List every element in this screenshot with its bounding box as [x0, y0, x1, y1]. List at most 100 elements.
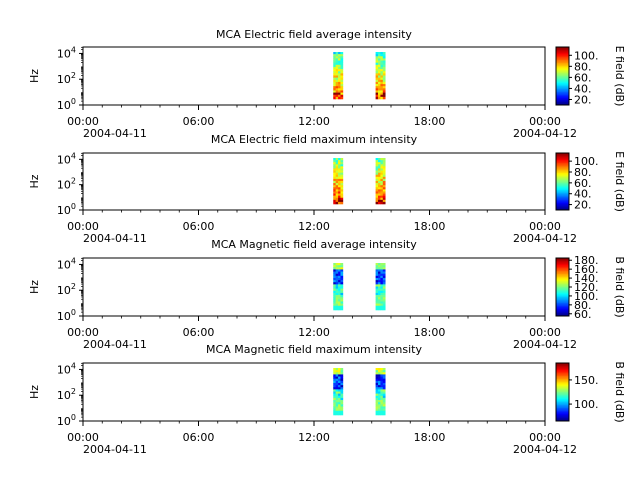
spectrogram-cell: [382, 92, 386, 96]
spectrogram-cell: [380, 400, 384, 403]
spectrogram-cell: [340, 267, 344, 270]
spectrogram-cell: [375, 168, 379, 171]
spectrogram-cell: [375, 90, 379, 93]
spectrogram-cell: [378, 374, 381, 377]
colorbar-tick-label: 180.: [574, 254, 599, 267]
spectrogram-cell: [375, 56, 379, 59]
x-tick-date: 2004-04-12: [513, 338, 577, 351]
colorbar-tick-label: 150.: [574, 374, 599, 387]
spectrogram-cell: [335, 71, 339, 74]
colorbar-swatch: [556, 281, 569, 284]
spectrogram-cell: [335, 86, 339, 89]
spectrogram-cell: [335, 54, 339, 57]
spectrogram-cell: [340, 162, 344, 165]
spectrogram-cell: [382, 275, 386, 279]
spectrogram-cell: [338, 374, 341, 377]
spectrogram-cell: [382, 370, 386, 373]
spectrogram-cell: [338, 160, 341, 163]
spectrogram-cell: [382, 292, 386, 296]
spectrogram-cell: [378, 290, 381, 294]
spectrogram-cell: [380, 397, 384, 401]
spectrogram-cell: [375, 92, 379, 96]
spectrogram-cell: [335, 90, 339, 93]
colorbar-swatch: [556, 400, 569, 403]
colorbar-swatch: [556, 419, 569, 422]
spectrogram-cell: [333, 292, 336, 296]
spectrogram-cell: [378, 62, 381, 66]
spectrogram-cell: [380, 280, 384, 283]
panel-title: MCA Magnetic field average intensity: [211, 238, 417, 251]
colorbar-swatch: [556, 48, 569, 51]
spectrogram-cell: [338, 301, 341, 304]
spectrogram-cell: [382, 299, 386, 302]
spectrogram-cell: [338, 391, 341, 394]
colorbar-swatch: [556, 49, 569, 52]
spectrogram-cell: [378, 183, 381, 186]
colorbar-tick-label: 40.: [574, 82, 592, 95]
spectrogram-cell: [375, 79, 379, 83]
plot-frame: [82, 257, 546, 317]
spectrogram-cell: [338, 378, 341, 382]
spectrogram-cell: [375, 69, 379, 72]
colorbar-swatch: [556, 204, 569, 207]
spectrogram-cell: [378, 77, 381, 81]
colorbar-tick-label: 100.: [574, 155, 599, 168]
colorbar-swatch: [556, 158, 569, 161]
spectrogram-cell: [378, 265, 381, 268]
spectrogram-cell: [333, 400, 336, 403]
spectrogram-cell: [338, 86, 341, 89]
spectrogram-burst: [333, 263, 344, 311]
spectrogram-cell: [378, 54, 381, 57]
spectrogram-cell: [333, 393, 336, 397]
spectrogram-cell: [378, 299, 381, 302]
spectrogram-cell: [338, 288, 341, 292]
spectrogram-cell: [375, 273, 379, 277]
spectrogram-cell: [382, 303, 386, 307]
spectrogram-cell: [378, 92, 381, 96]
spectrogram-cell: [375, 275, 379, 279]
spectrogram-cell: [340, 277, 344, 281]
spectrogram-cell: [333, 178, 336, 182]
plot-frame: [82, 46, 546, 106]
spectrogram-cell: [335, 263, 339, 266]
panel-3: MCA Magnetic field average intensity 100 1…: [28, 238, 626, 351]
colorbar-swatch: [556, 311, 569, 314]
spectrogram-cell: [338, 299, 341, 302]
spectrogram-cell: [382, 397, 386, 401]
spectrogram-cell: [333, 301, 336, 304]
spectrogram-cell: [340, 275, 344, 279]
spectrogram-cell: [378, 187, 381, 190]
spectrogram-cell: [338, 303, 341, 307]
colorbar-swatch: [556, 367, 569, 370]
spectrogram-cell: [380, 183, 384, 186]
spectrogram-cell: [378, 269, 381, 272]
spectrogram-cell: [375, 197, 379, 201]
colorbar-swatch: [556, 403, 569, 406]
colorbar-label: E field (dB): [613, 151, 626, 212]
colorbar-swatch: [556, 164, 569, 167]
spectrogram-cell: [340, 397, 344, 401]
colorbar-tick-label: 60.: [574, 71, 592, 84]
colorbar-swatch: [556, 289, 569, 292]
spectrogram-cell: [380, 395, 384, 399]
spectrogram-cell: [380, 54, 384, 57]
spectrogram-cell: [380, 168, 384, 171]
spectrogram-cell: [382, 290, 386, 294]
colorbar-swatch: [556, 65, 569, 68]
colorbar-swatch: [556, 268, 569, 270]
spectrogram-cell: [333, 397, 336, 401]
spectrogram-cell: [380, 56, 384, 59]
colorbar-swatch: [556, 297, 569, 299]
spectrogram-cell: [378, 178, 381, 182]
spectrogram-cell: [340, 64, 344, 68]
colorbar-swatch: [556, 259, 569, 262]
spectrogram-cell: [382, 277, 386, 281]
spectrogram-cell: [375, 290, 379, 294]
spectrogram-cell: [340, 88, 344, 91]
spectrogram-cell: [378, 277, 381, 281]
spectrogram-cell: [335, 286, 339, 289]
spectrogram-cell: [338, 267, 341, 270]
spectrogram-cell: [335, 376, 339, 379]
x-tick-date: 2004-04-11: [83, 127, 147, 140]
spectrogram-cell: [333, 84, 336, 87]
